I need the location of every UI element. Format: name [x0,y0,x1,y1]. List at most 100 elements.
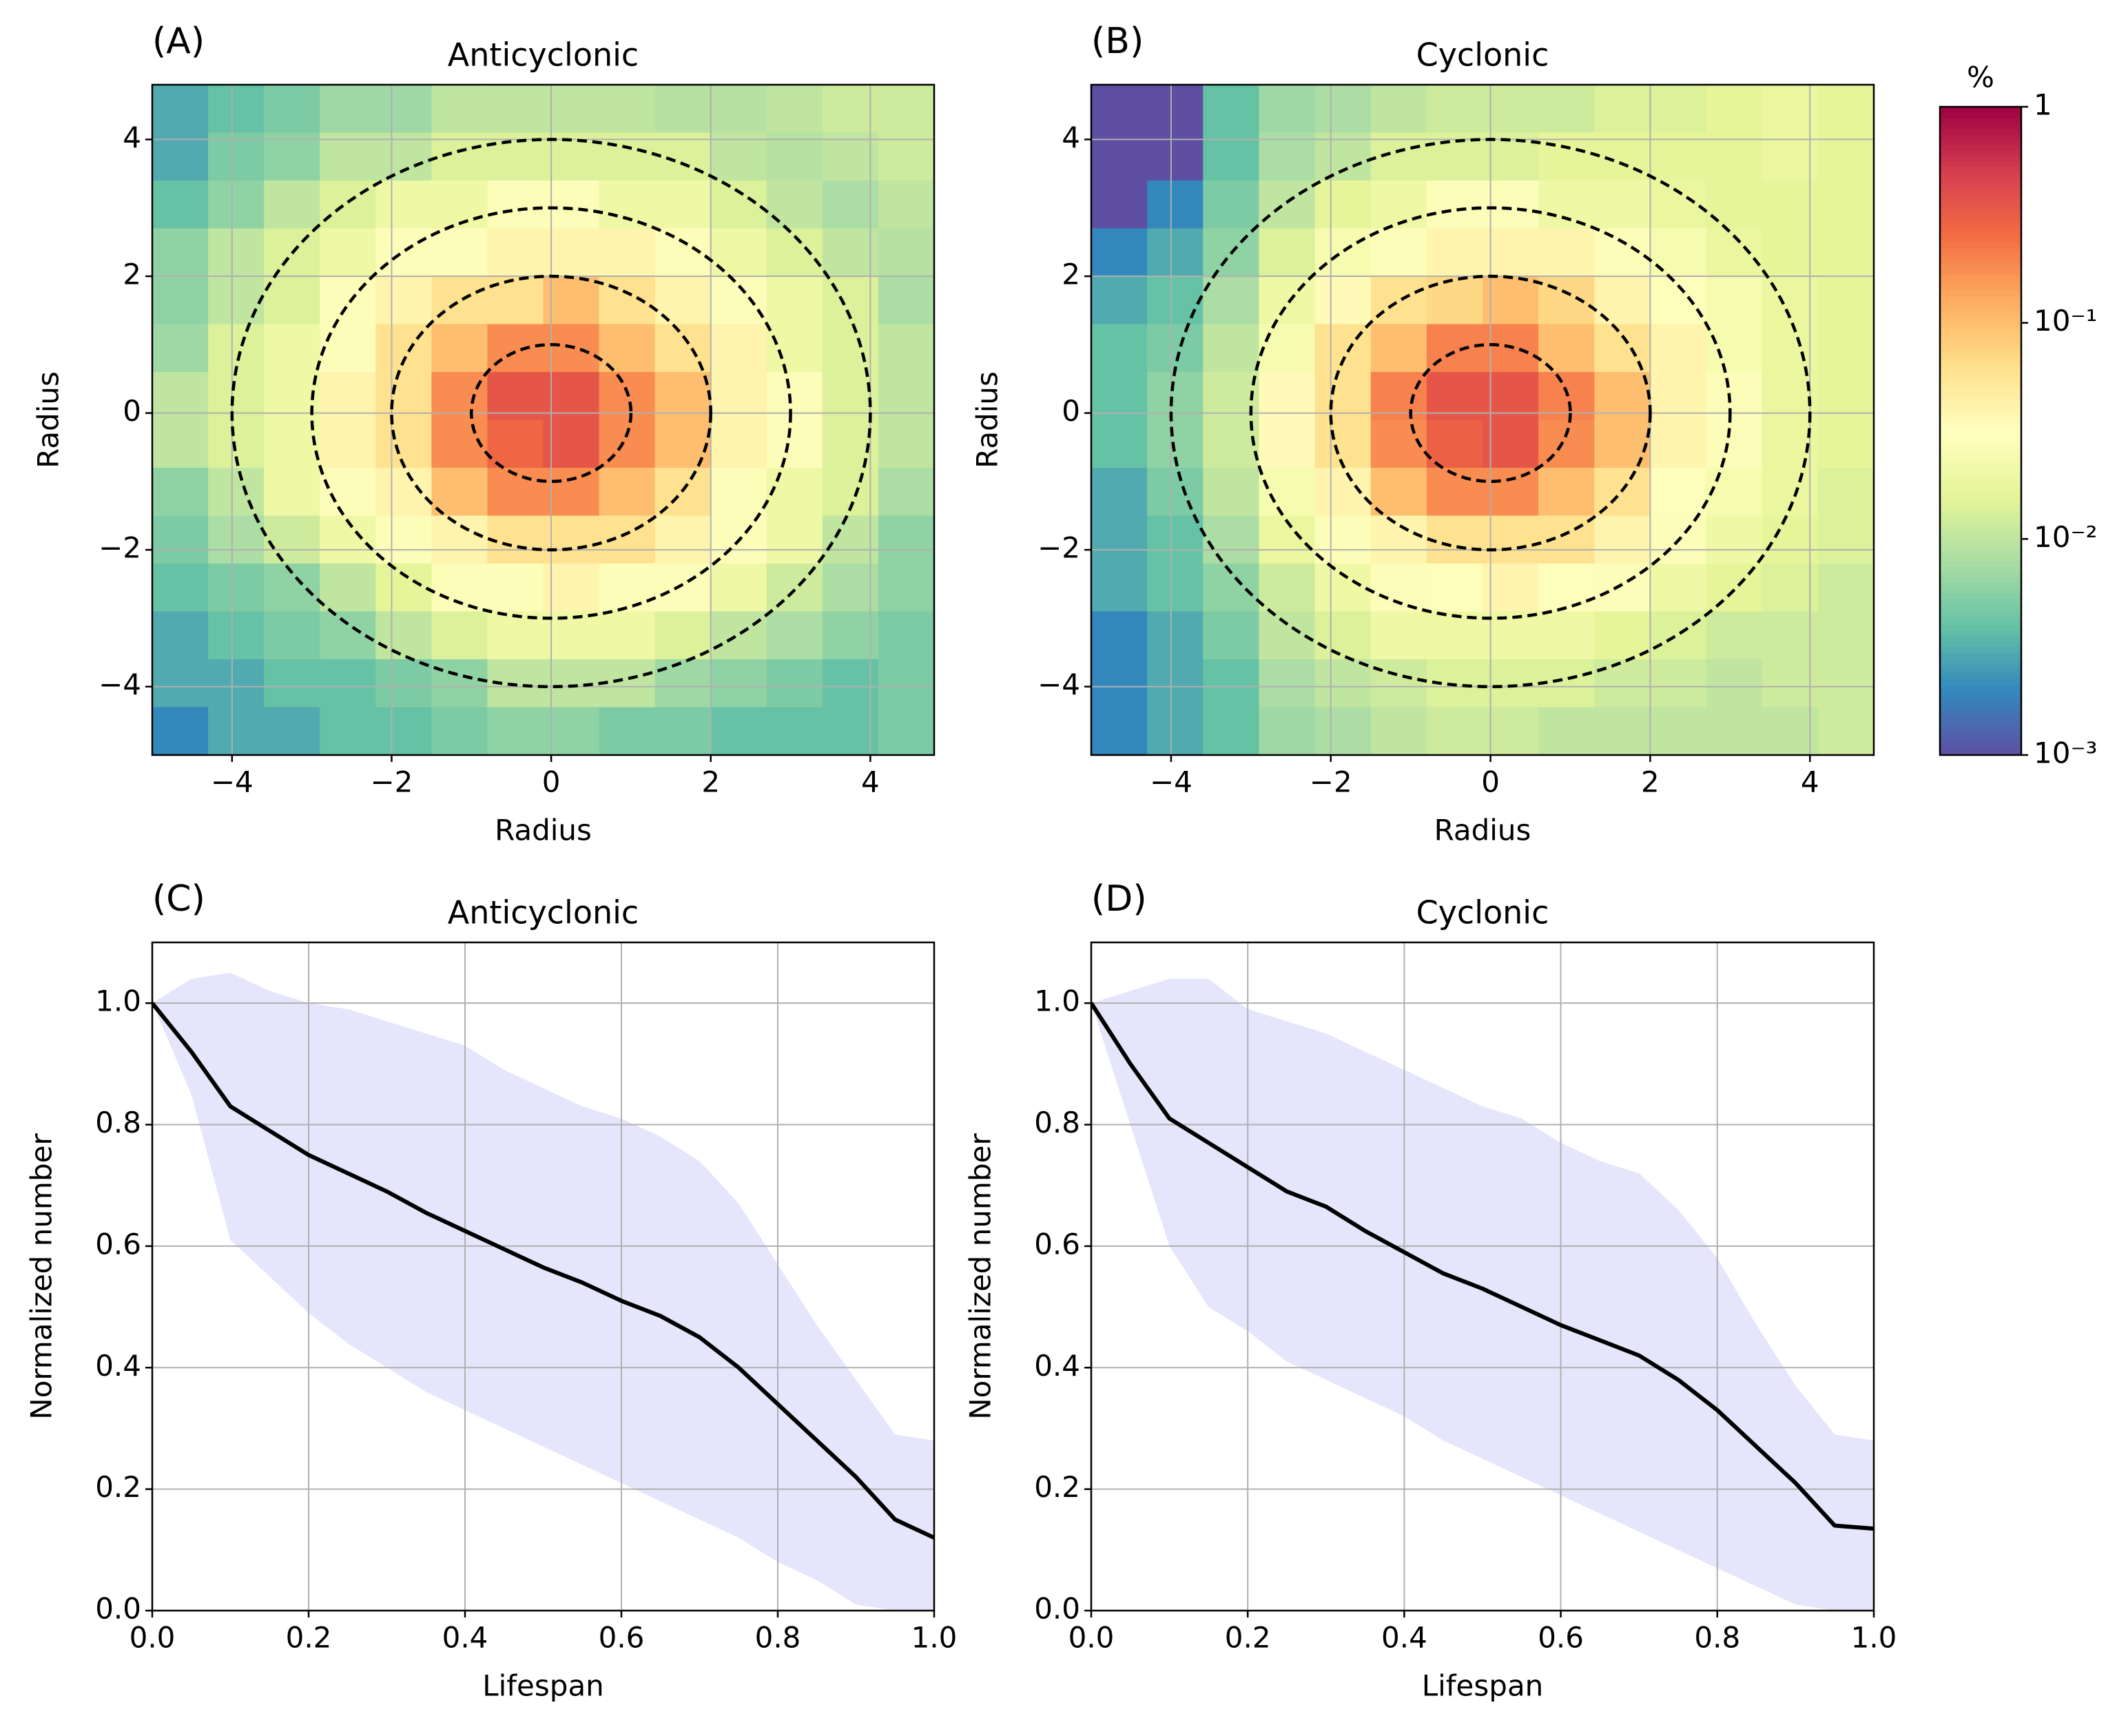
heat-cell [543,372,600,421]
heat-cell [1817,515,1874,564]
heat-cell [264,180,320,229]
heat-cell [1370,611,1427,660]
colorbar-step [1940,619,2021,626]
heat-cell [1314,515,1372,564]
heat-cell [208,564,265,612]
colorbar-step [1940,625,2021,632]
heat-cell [878,276,934,325]
heat-cell [1650,707,1707,755]
dashed-circle [230,138,872,688]
colorbar-step [1940,144,2021,151]
heat-cell [822,180,879,229]
panel: 0.0 0.2 0.4 0.6 0.8 1.0 0.0 0.2 0.4 0.6 0.8 1.0 Life… [964,878,1897,1703]
heat-cell [1762,180,1819,229]
colorbar-step [1940,242,2021,248]
heat-cell [1483,611,1539,660]
heat-cell [710,276,767,325]
heat-cell [1762,707,1819,755]
colorbar-step [1940,117,2021,124]
x-tick-label: 0 [542,765,561,799]
heat-cell [152,180,209,229]
heat-cell [878,611,934,660]
heat-cell [1091,468,1148,517]
heat-cell [1538,180,1595,229]
heat-cell [152,707,209,755]
heat-cell [375,659,432,708]
dashed-circle [1249,206,1732,620]
heat-cell [1483,515,1539,564]
heat-cell [543,85,600,134]
heat-cell [1091,180,1148,229]
heat-cell [1706,659,1763,708]
x-tick-label: 0.0 [130,1621,176,1655]
heat-cell [1762,515,1819,564]
colorbar-step [1940,522,2021,529]
colorbar-step [1940,382,2021,389]
heat-cell [375,180,432,229]
panel-label: (D) [1091,878,1147,920]
heat-cell [1650,420,1707,468]
heat-cell [1147,515,1204,564]
colorbar-step [1940,214,2021,221]
panel-label: (C) [152,878,205,920]
heat-cell [431,276,488,325]
heat-cell [654,707,712,755]
heat-cell [264,515,320,564]
heat-cell [1314,420,1372,468]
heat-cell [1762,228,1819,277]
heat-cell [1147,564,1204,612]
x-tick-label: 0.6 [1538,1621,1584,1655]
heat-cell [1538,420,1595,468]
colorbar-step [1940,112,2021,118]
colorbar-step [1940,657,2021,664]
heat-cell [487,372,544,421]
heat-cell [766,276,823,325]
y-tick-label: −2 [99,531,141,565]
colorbar-step [1940,161,2021,167]
colorbar-step [1940,560,2021,567]
heat-cell [1314,468,1372,517]
heat-cell [599,132,656,181]
heat-cell [1706,564,1763,612]
heat-cell [1091,564,1148,612]
heat-cell [1483,85,1539,134]
heat-cell [878,515,934,564]
heat-cell [375,564,432,612]
heat-cell [822,132,879,181]
heat-cell [1483,564,1539,612]
heat-cell [431,468,488,517]
colorbar-step [1940,668,2021,675]
colorbar-step [1940,442,2021,448]
heat-cell [543,276,600,325]
heat-cell [1259,420,1316,468]
heat-cell [822,707,879,755]
heat-cell [1259,228,1316,277]
colorbar-tick-label: 10⁻¹ [2034,304,2097,338]
heat-cell [878,707,934,755]
colorbar-step [1940,685,2021,691]
mean-line [1091,1002,1874,1531]
axes-frame [151,83,936,756]
colorbar-step [1940,339,2021,345]
colorbar-step [1940,577,2021,583]
heat-cell [1147,611,1204,660]
heat-cell [320,707,376,755]
colorbar-tick-label: 10⁻² [2034,520,2097,554]
colorbar-step [1940,457,2021,464]
colorbar-step [1940,274,2021,280]
colorbar-step [1940,506,2021,513]
heat-cell [543,228,600,277]
colorbar-step [1940,679,2021,685]
heat-cell [1147,85,1204,134]
colorbar-step [1940,706,2021,713]
heat-cell [208,611,265,660]
heat-cell [766,468,823,517]
heat-cell [1650,468,1707,517]
heat-cell [1259,85,1316,134]
heat-cell [152,85,209,134]
heat-cell [1203,276,1260,325]
colorbar-step [1940,647,2021,653]
heat-cell [1817,659,1874,708]
heat-cell [599,707,656,755]
heat-cell [1650,611,1707,660]
